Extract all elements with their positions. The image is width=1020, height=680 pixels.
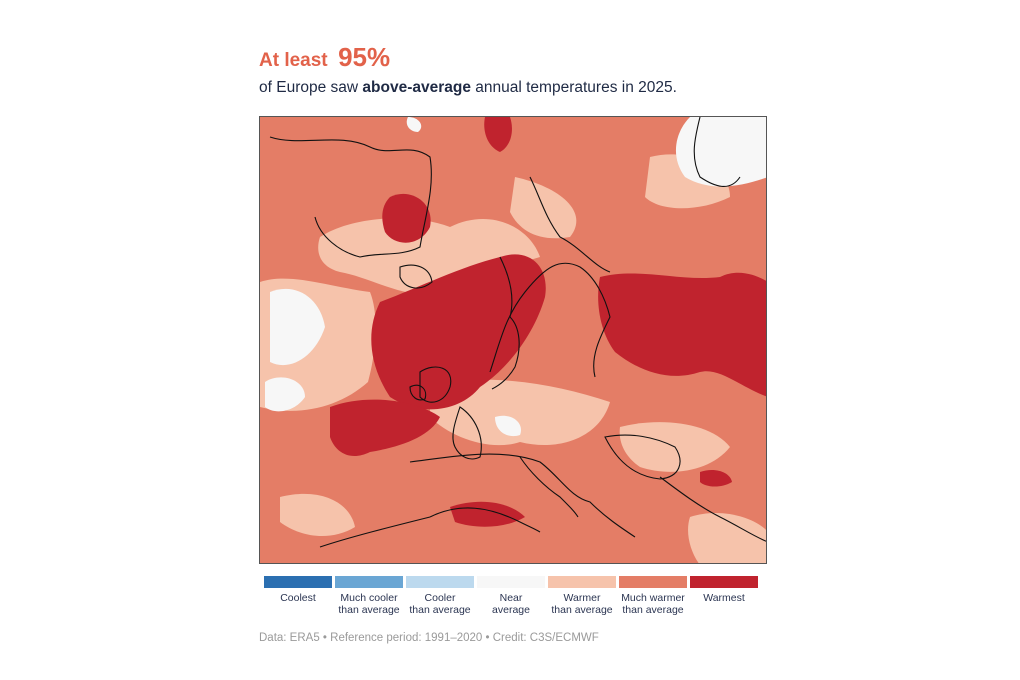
legend-label: Cooler than average: [406, 592, 474, 616]
subtitle-pre: of Europe saw: [259, 79, 363, 96]
legend-label-line: Warmer: [563, 592, 601, 604]
legend-label-line: than average: [622, 604, 684, 616]
legend-item-warmest: Warmest: [690, 576, 758, 604]
legend-item-much-cooler: Much cooler than average: [335, 576, 403, 616]
legend-label-line: Near: [499, 592, 523, 604]
legend-label-line: Much cooler: [340, 592, 398, 604]
legend-item-cooler: Cooler than average: [406, 576, 474, 616]
headline: At least 95%: [259, 42, 390, 73]
legend-swatch: [619, 576, 687, 588]
legend-swatch: [690, 576, 758, 588]
legend-swatch: [477, 576, 545, 588]
legend-label: Coolest: [264, 592, 332, 604]
legend-item-warmer: Warmer than average: [548, 576, 616, 616]
subtitle-post: annual temperatures in 2025.: [470, 79, 677, 96]
subtitle-bold: above-average: [362, 79, 471, 96]
legend-label-line: than average: [409, 604, 471, 616]
legend-swatch: [548, 576, 616, 588]
legend-label-line: Cooler: [424, 592, 456, 604]
coastlines: [269, 117, 766, 548]
legend-swatch: [264, 576, 332, 588]
headline-lead: At least: [259, 50, 328, 71]
temperature-anomaly-map: [259, 116, 767, 564]
near-average-regions: [265, 117, 766, 437]
legend-label: Near average: [477, 592, 545, 616]
legend-label: Warmer than average: [548, 592, 616, 616]
legend-label-line: Warmest: [703, 592, 745, 604]
legend-label-line: Much warmer: [621, 592, 685, 604]
headline-value: 95%: [338, 42, 391, 72]
legend-swatch: [335, 576, 403, 588]
legend-label: Much warmer than average: [619, 592, 687, 616]
legend-item-coolest: Coolest: [264, 576, 332, 604]
legend: Coolest Much cooler than average Cooler than…: [264, 576, 762, 626]
legend-label: Much cooler than average: [335, 592, 403, 616]
warmest-regions: [330, 117, 766, 527]
legend-label-line: than average: [338, 604, 400, 616]
legend-label-line: Coolest: [280, 592, 316, 604]
legend-item-much-warmer: Much warmer than average: [619, 576, 687, 616]
map-canvas: [260, 117, 766, 563]
warmer-regions: [260, 154, 766, 563]
credit-line: Data: ERA5 • Reference period: 1991–2020…: [259, 632, 599, 644]
legend-swatch: [406, 576, 474, 588]
legend-label-line: average: [492, 604, 530, 616]
legend-label: Warmest: [690, 592, 758, 604]
legend-label-line: than average: [551, 604, 613, 616]
legend-item-near: Near average: [477, 576, 545, 616]
subtitle: of Europe saw above-average annual tempe…: [259, 79, 677, 97]
